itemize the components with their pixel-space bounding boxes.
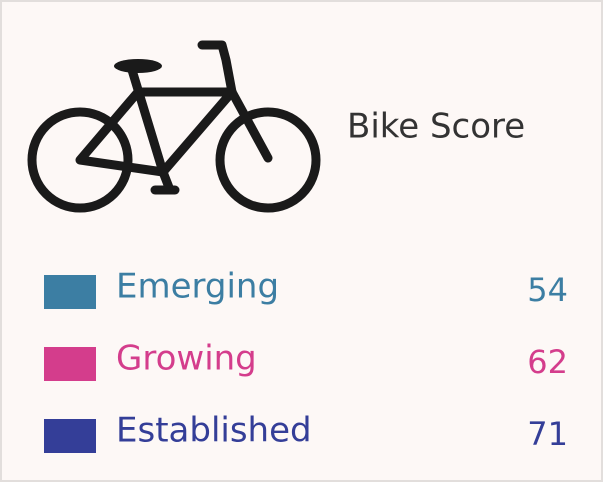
legend-label: Established <box>116 411 312 451</box>
legend-swatch <box>44 275 96 309</box>
legend-label: Emerging <box>116 267 279 307</box>
legend: Emerging 54 Growing 62 Established 71 <box>44 267 568 453</box>
score-value: 54 <box>527 271 568 309</box>
score-value: 62 <box>527 343 568 381</box>
legend-label: Growing <box>116 339 257 379</box>
legend-swatch <box>44 419 96 453</box>
score-value: 71 <box>527 415 568 453</box>
bike-icon <box>27 40 321 213</box>
legend-swatch <box>44 347 96 381</box>
bike-seat <box>114 59 162 73</box>
title: Bike Score <box>347 107 525 147</box>
